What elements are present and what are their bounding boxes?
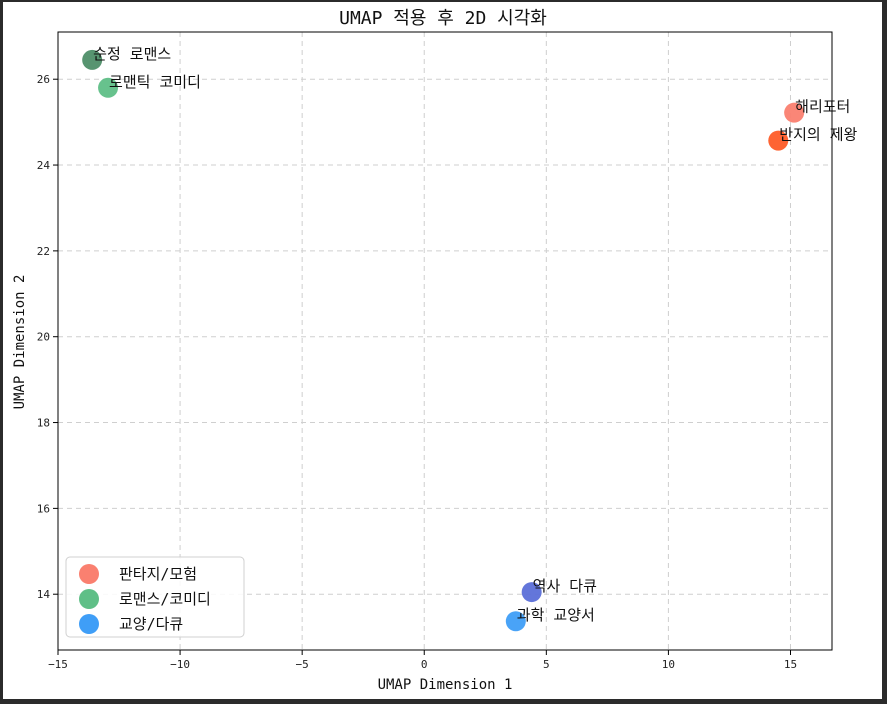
data-point — [784, 102, 805, 123]
legend-label: 판타지/모험 — [119, 565, 197, 583]
data-point — [505, 611, 526, 632]
x-tick-label: −10 — [170, 658, 190, 671]
x-tick-label: 0 — [421, 658, 428, 671]
y-tick-label: 24 — [37, 159, 51, 172]
data-point-label: 과학 교양서 — [517, 606, 595, 624]
figure-canvas: UMAP 적용 후 2D 시각화 −15 −10 −5 0 5 10 15 14 16 18 20 2… — [3, 2, 882, 699]
data-point — [768, 130, 789, 151]
grid-lines — [57, 32, 832, 650]
data-point — [521, 582, 542, 603]
data-point-label: 로맨틱 코미디 — [109, 73, 201, 91]
x-tick-label: 5 — [543, 658, 550, 671]
legend-marker — [79, 589, 99, 609]
y-tick-label: 22 — [37, 245, 50, 258]
data-point — [82, 49, 103, 70]
x-tick-label: −15 — [48, 658, 68, 671]
chart-title: UMAP 적용 후 2D 시각화 — [339, 8, 547, 29]
legend-label: 로맨스/코미디 — [119, 590, 211, 608]
legend-marker — [79, 614, 99, 634]
y-axis-title: UMAP Dimension 2 — [12, 275, 28, 410]
axis-ticks: −15 −10 −5 0 5 10 15 14 16 18 20 22 24 26 — [37, 73, 797, 671]
x-tick-label: 10 — [662, 658, 675, 671]
data-point-label: 해리포터 — [795, 98, 850, 116]
y-tick-label: 18 — [37, 417, 50, 430]
y-tick-label: 16 — [37, 502, 50, 515]
y-tick-label: 14 — [37, 588, 51, 601]
x-axis-title: UMAP Dimension 1 — [378, 677, 513, 693]
y-tick-label: 20 — [37, 331, 50, 344]
legend-marker — [79, 564, 99, 584]
data-point-label: 반지의 제왕 — [779, 126, 857, 144]
legend-box — [65, 556, 245, 638]
data-point — [98, 77, 119, 98]
data-point-label: 역사 다큐 — [533, 577, 597, 595]
data-point-label: 순정 로맨스 — [93, 45, 171, 63]
plot-area-border — [57, 31, 833, 651]
x-tick-label: 15 — [784, 658, 797, 671]
legend-label: 교양/다큐 — [119, 615, 183, 633]
x-tick-label: −5 — [296, 658, 309, 671]
umap-scatter-chart: UMAP 적용 후 2D 시각화 −15 −10 −5 0 5 10 15 14 16 18 20 2… — [12, 8, 858, 693]
y-tick-label: 26 — [37, 73, 50, 86]
